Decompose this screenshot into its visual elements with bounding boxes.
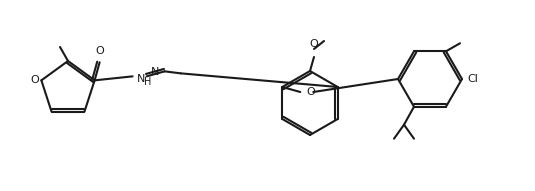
Text: O: O xyxy=(95,46,104,56)
Text: Cl: Cl xyxy=(467,74,478,84)
Text: H: H xyxy=(143,77,151,87)
Text: O: O xyxy=(30,75,39,85)
Text: O: O xyxy=(306,87,315,97)
Text: N: N xyxy=(136,74,145,84)
Text: O: O xyxy=(310,39,318,49)
Text: N: N xyxy=(151,67,159,77)
